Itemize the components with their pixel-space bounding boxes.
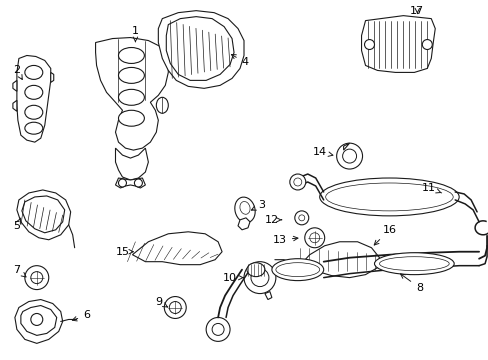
Text: 3: 3 — [251, 200, 265, 210]
Polygon shape — [115, 178, 145, 188]
Polygon shape — [17, 190, 71, 240]
Circle shape — [164, 297, 186, 319]
Polygon shape — [95, 37, 168, 150]
Text: 7: 7 — [13, 265, 26, 277]
Text: 11: 11 — [422, 183, 441, 193]
Circle shape — [118, 179, 126, 187]
Polygon shape — [158, 11, 244, 88]
Circle shape — [304, 228, 324, 248]
Text: 15: 15 — [115, 247, 133, 257]
Ellipse shape — [118, 67, 144, 84]
Ellipse shape — [156, 97, 168, 113]
Text: 5: 5 — [13, 218, 20, 231]
Ellipse shape — [118, 110, 144, 126]
Circle shape — [293, 178, 301, 186]
Text: 9: 9 — [155, 297, 167, 307]
Circle shape — [250, 269, 268, 287]
Polygon shape — [166, 17, 234, 80]
Circle shape — [294, 211, 308, 225]
Ellipse shape — [25, 85, 42, 99]
Text: 14: 14 — [312, 147, 332, 157]
Circle shape — [309, 233, 319, 243]
Ellipse shape — [275, 263, 319, 276]
Ellipse shape — [25, 66, 42, 80]
Circle shape — [206, 318, 229, 341]
Ellipse shape — [246, 263, 264, 276]
Polygon shape — [15, 300, 62, 343]
Circle shape — [244, 262, 275, 293]
Polygon shape — [51, 72, 54, 82]
Polygon shape — [264, 292, 271, 300]
Polygon shape — [115, 148, 148, 180]
Polygon shape — [238, 218, 249, 230]
Polygon shape — [297, 242, 379, 278]
Ellipse shape — [25, 105, 42, 119]
Polygon shape — [13, 100, 17, 111]
Text: 12: 12 — [264, 215, 281, 225]
Ellipse shape — [374, 253, 453, 275]
Circle shape — [422, 40, 431, 50]
Ellipse shape — [118, 89, 144, 105]
Circle shape — [212, 323, 224, 336]
Ellipse shape — [234, 197, 255, 222]
Circle shape — [31, 272, 42, 284]
Text: 16: 16 — [373, 225, 396, 245]
Ellipse shape — [240, 202, 249, 214]
Polygon shape — [17, 55, 51, 142]
Text: 10: 10 — [223, 273, 243, 283]
Circle shape — [336, 143, 362, 169]
Ellipse shape — [319, 178, 458, 216]
Ellipse shape — [271, 259, 323, 280]
Text: 4: 4 — [231, 54, 248, 67]
Text: 8: 8 — [400, 274, 422, 293]
Ellipse shape — [379, 257, 448, 271]
Circle shape — [169, 302, 181, 314]
Polygon shape — [361, 15, 434, 72]
Text: 6: 6 — [72, 310, 90, 321]
Text: 2: 2 — [13, 66, 22, 80]
Text: 13: 13 — [272, 235, 297, 245]
Polygon shape — [343, 143, 349, 150]
Circle shape — [31, 314, 42, 325]
Circle shape — [25, 266, 49, 289]
Polygon shape — [132, 232, 222, 265]
Ellipse shape — [118, 48, 144, 63]
Polygon shape — [22, 196, 64, 233]
Polygon shape — [13, 80, 17, 91]
Ellipse shape — [325, 183, 452, 211]
Circle shape — [134, 179, 142, 187]
Text: 17: 17 — [409, 6, 424, 15]
Ellipse shape — [25, 122, 42, 134]
Text: 1: 1 — [132, 26, 139, 42]
Circle shape — [364, 40, 374, 50]
Circle shape — [298, 215, 304, 221]
Circle shape — [342, 149, 356, 163]
Circle shape — [289, 174, 305, 190]
Polygon shape — [21, 306, 57, 336]
